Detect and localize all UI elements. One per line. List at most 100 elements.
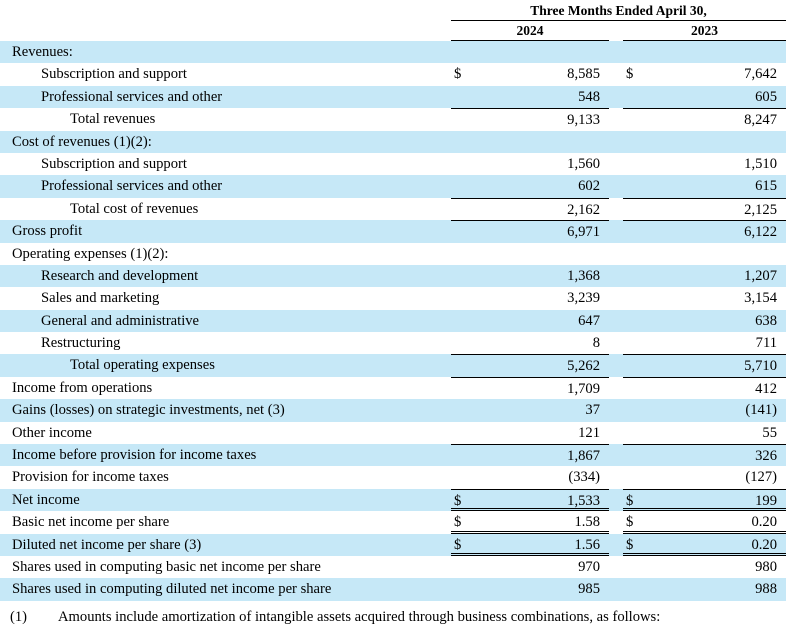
value-2024: 1.58 bbox=[574, 514, 600, 531]
value-group-2023: 8,247 bbox=[623, 108, 786, 130]
row-label: Subscription and support bbox=[41, 66, 187, 83]
value-group-2023: 638 bbox=[623, 310, 786, 332]
value-group-2024: 602 bbox=[451, 175, 609, 197]
row-label: Income from operations bbox=[12, 379, 153, 396]
value-group-2024: 1,867 bbox=[451, 444, 609, 466]
dollar-sign: $ bbox=[454, 536, 462, 553]
row-label: Other income bbox=[12, 424, 92, 441]
dollar-sign bbox=[451, 310, 473, 332]
column-gap bbox=[609, 265, 623, 287]
column-gap bbox=[609, 489, 623, 511]
value-2023: 638 bbox=[755, 312, 777, 329]
value-2023: 8,247 bbox=[744, 112, 777, 129]
dollar-sign bbox=[451, 243, 473, 265]
value-group-2024: 8 bbox=[451, 332, 609, 354]
period-header: Three Months Ended April 30, bbox=[451, 4, 786, 21]
dollar-sign bbox=[623, 355, 645, 376]
value-group-2024: 647 bbox=[451, 310, 609, 332]
value-2024: 970 bbox=[578, 558, 600, 575]
value-group-2023: 988 bbox=[623, 578, 786, 600]
value-group-2024: 37 bbox=[451, 399, 609, 421]
value-group-2023: 6,122 bbox=[623, 220, 786, 242]
value-2024: 37 bbox=[585, 402, 600, 419]
value-group-2024: 121 bbox=[451, 422, 609, 444]
column-gap bbox=[609, 422, 623, 444]
value-2023 bbox=[645, 243, 786, 265]
table-row: Professional services and other 548 605 bbox=[0, 85, 786, 109]
row-label: Shares used in computing diluted net inc… bbox=[12, 581, 332, 598]
dollar-sign: $ bbox=[454, 514, 462, 531]
table-row: Operating expenses (1)(2): bbox=[0, 243, 786, 265]
value-group-2024: 1,368 bbox=[451, 265, 609, 287]
column-gap bbox=[609, 578, 623, 600]
value-2024: 1,560 bbox=[567, 155, 600, 172]
dollar-sign bbox=[623, 86, 645, 108]
row-label: Income before provision for income taxes bbox=[12, 447, 257, 464]
column-gap bbox=[609, 220, 623, 242]
period-label: Three Months Ended April 30, bbox=[530, 3, 707, 18]
value-2023: 412 bbox=[755, 380, 777, 397]
value-2024 bbox=[473, 41, 609, 63]
table-row: Gains (losses) on strategic investments,… bbox=[0, 399, 786, 422]
dollar-sign bbox=[623, 221, 645, 242]
table-row: Income before provision for income taxes… bbox=[0, 444, 786, 467]
row-label: Cost of revenues (1)(2): bbox=[12, 133, 152, 150]
dollar-sign: $ bbox=[454, 66, 462, 83]
value-group-2023: $0.20 bbox=[623, 534, 786, 556]
table-row: Total operating expenses 5,262 5,710 bbox=[0, 354, 786, 377]
column-gap bbox=[609, 556, 623, 578]
dollar-sign: $ bbox=[626, 66, 634, 83]
row-label: Gains (losses) on strategic investments,… bbox=[12, 402, 285, 419]
table-row: Other income 121 55 bbox=[0, 422, 786, 444]
column-gap bbox=[609, 399, 623, 421]
dollar-sign bbox=[451, 265, 473, 287]
value-group-2023: $7,642 bbox=[623, 63, 786, 85]
column-gap bbox=[609, 332, 623, 354]
value-2024: 3,239 bbox=[567, 290, 600, 307]
column-gap bbox=[609, 243, 623, 265]
table-row: Basic net income per share $1.58 $0.20 bbox=[0, 511, 786, 534]
value-2023: 326 bbox=[755, 448, 777, 465]
value-group-2024: $1.56 bbox=[451, 534, 609, 556]
value-group-2023: 980 bbox=[623, 556, 786, 578]
value-2024: 548 bbox=[578, 88, 600, 105]
table-row: Professional services and other 602 615 bbox=[0, 175, 786, 198]
dollar-sign bbox=[451, 578, 473, 600]
row-label: Basic net income per share bbox=[12, 514, 170, 531]
table-row: Diluted net income per share (3) $1.56 $0.… bbox=[0, 533, 786, 556]
value-group-2023: 412 bbox=[623, 376, 786, 399]
value-2024: (334) bbox=[568, 469, 600, 486]
column-gap bbox=[609, 131, 623, 153]
dollar-sign bbox=[623, 265, 645, 287]
column-gap bbox=[609, 153, 623, 175]
dollar-sign bbox=[451, 131, 473, 153]
table-row: Shares used in computing basic net incom… bbox=[0, 556, 786, 578]
dollar-sign bbox=[451, 287, 473, 309]
dollar-sign bbox=[623, 287, 645, 309]
dollar-sign bbox=[451, 153, 473, 175]
year-label-2023: 2023 bbox=[691, 23, 718, 38]
column-gap bbox=[609, 377, 623, 399]
value-2024: 6,971 bbox=[567, 224, 600, 241]
row-label: Total cost of revenues bbox=[70, 200, 199, 217]
footnote-marker: (1) bbox=[10, 608, 28, 625]
value-2023: 615 bbox=[755, 178, 777, 195]
dollar-sign bbox=[451, 466, 473, 488]
value-group-2023: 605 bbox=[623, 86, 786, 108]
value-2023: 7,642 bbox=[744, 66, 777, 83]
value-group-2024: 548 bbox=[451, 86, 609, 108]
column-gap bbox=[609, 310, 623, 332]
value-group-2023: 1,510 bbox=[623, 153, 786, 175]
dollar-sign bbox=[451, 399, 473, 421]
dollar-sign bbox=[623, 422, 645, 444]
dollar-sign bbox=[451, 355, 473, 376]
value-2024: 1,867 bbox=[567, 448, 600, 465]
dollar-sign bbox=[623, 153, 645, 175]
value-group-2023: 3,154 bbox=[623, 287, 786, 309]
value-group-2024: 9,133 bbox=[451, 108, 609, 130]
dollar-sign bbox=[623, 109, 645, 130]
value-group-2023: 2,125 bbox=[623, 197, 786, 220]
row-label: Professional services and other bbox=[41, 178, 223, 195]
value-2023: 711 bbox=[755, 335, 777, 352]
dollar-sign bbox=[451, 332, 473, 354]
